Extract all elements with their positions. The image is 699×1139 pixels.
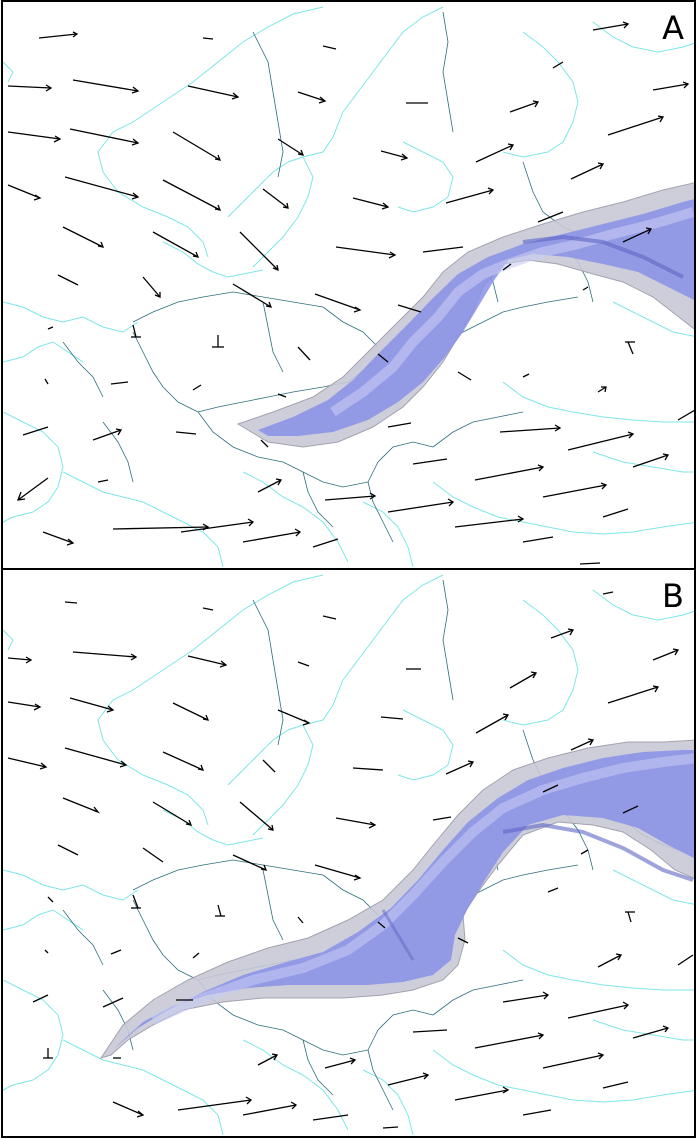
panel-label-b: B: [662, 577, 684, 615]
coastlines-b: [3, 574, 694, 1136]
map-panel-a: A: [1, 0, 696, 571]
borders-a: [62, 11, 694, 543]
borders-b: [62, 579, 694, 1111]
wind-arrows-b: [7, 591, 694, 1129]
map-panel-b: B: [1, 568, 696, 1138]
map-canvas-b: [3, 574, 694, 1136]
plume-a: [236, 182, 694, 448]
coastlines-a: [3, 6, 694, 568]
panel-label-a: A: [662, 9, 684, 47]
wind-arrows-a: [7, 21, 694, 565]
map-canvas-a: [3, 6, 694, 568]
plume-b: [99, 739, 694, 1059]
